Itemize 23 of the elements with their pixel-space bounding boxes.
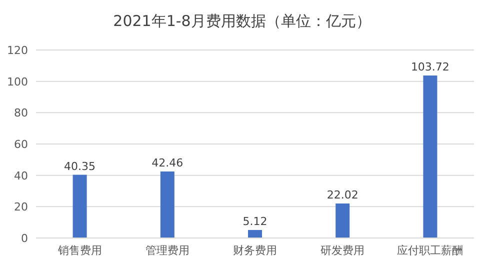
y-tick-label: 60 bbox=[14, 138, 28, 151]
chart-title: 2021年1-8月费用数据（单位：亿元） bbox=[113, 12, 371, 30]
y-tick-label: 80 bbox=[14, 106, 28, 120]
x-tick-label: 应付职工薪酬 bbox=[397, 244, 464, 257]
data-label: 103.72 bbox=[410, 60, 450, 74]
bar bbox=[160, 171, 174, 238]
x-tick-label: 销售费用 bbox=[56, 244, 102, 257]
data-label: 42.46 bbox=[152, 156, 184, 170]
bar bbox=[248, 230, 262, 238]
y-tick-label: 0 bbox=[21, 232, 28, 245]
bar bbox=[336, 204, 350, 238]
x-tick-label: 管理费用 bbox=[145, 244, 190, 257]
y-tick-label: 100 bbox=[7, 75, 28, 88]
bar bbox=[423, 76, 438, 238]
x-tick-label: 财务费用 bbox=[233, 244, 277, 257]
bar bbox=[72, 174, 87, 238]
x-tick-label: 研发费用 bbox=[320, 244, 365, 257]
data-label: 5.12 bbox=[242, 214, 268, 228]
data-label: 22.02 bbox=[326, 188, 358, 202]
y-tick-label: 20 bbox=[14, 200, 28, 214]
y-tick-label: 120 bbox=[7, 44, 28, 57]
data-label: 40.35 bbox=[64, 160, 96, 173]
y-tick-label: 40 bbox=[14, 169, 28, 182]
